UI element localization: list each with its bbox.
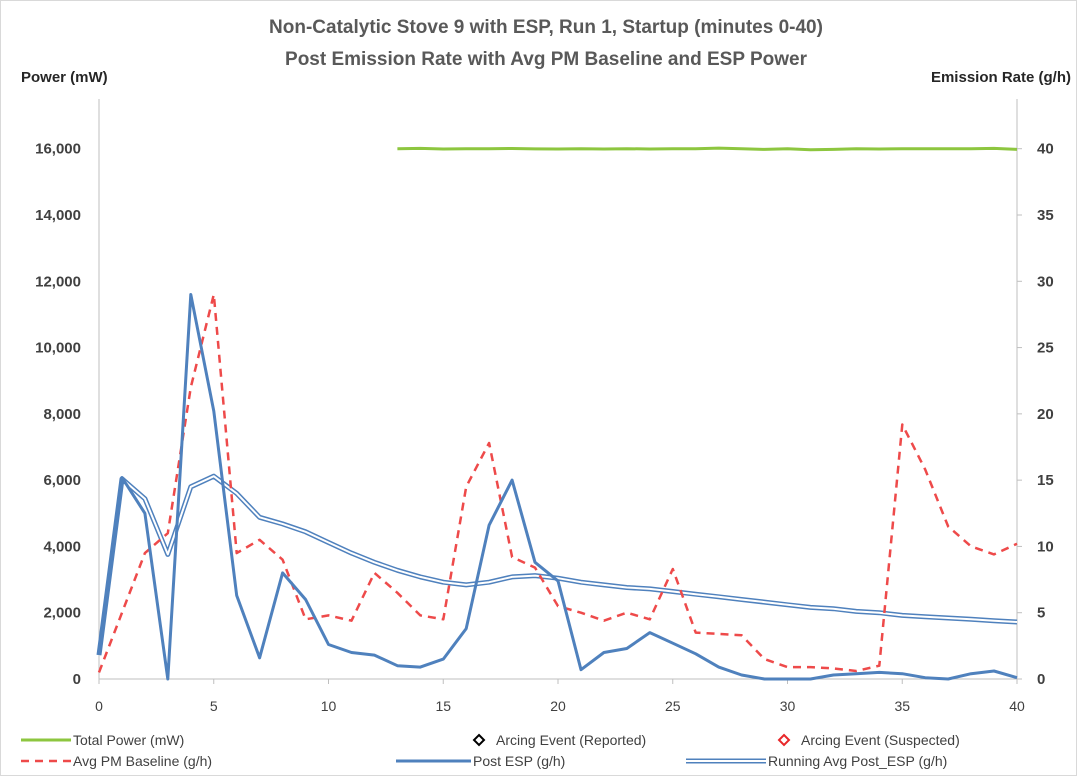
y-left-tick-label: 0 (73, 671, 81, 688)
y-left-tick-label: 8,000 (43, 406, 81, 423)
y-right-tick-label: 15 (1037, 472, 1054, 489)
legend-item-arcing-event-suspected: Arcing Event (Suspected) (777, 732, 960, 748)
x-tick-label: 35 (894, 698, 910, 714)
legend-diamond-marker (777, 733, 791, 747)
series-line-outer (96, 473, 1018, 656)
y-right-tick-label: 20 (1037, 406, 1054, 423)
legend: Total Power (mW) Arcing Event (Reported) A… (21, 732, 960, 769)
y-right-tick-label: 0 (1037, 671, 1045, 688)
y-left-tick-label: 6,000 (43, 472, 81, 489)
legend-label: Running Avg Post_ESP (g/h) (768, 753, 947, 769)
x-tick-label: 30 (780, 698, 796, 714)
ticks-layer: 0 5 10 15 20 25 30 35 40 0 2,000 4,000 6,000 8,000 10,… (35, 141, 1054, 714)
y-left-tick-label: 2,000 (43, 605, 81, 622)
series-layer (96, 146, 1018, 681)
chart-title: Non-Catalytic Stove 9 with ESP, Run 1, S… (269, 17, 823, 38)
series-line (397, 146, 1018, 152)
x-tick-label: 20 (550, 698, 566, 714)
legend-item-arcing-event-reported: Arcing Event (Reported) (472, 732, 646, 748)
y-right-tick-label: 35 (1037, 207, 1054, 224)
legend-label: Post ESP (g/h) (473, 753, 565, 769)
series-avg-pm-baseline-g-h (97, 293, 1018, 673)
x-tick-label: 5 (210, 698, 218, 714)
y-left-tick-label: 14,000 (35, 207, 81, 224)
y-right-tick-label: 40 (1037, 141, 1054, 158)
legend-item-post-esp-g-h: Post ESP (g/h) (396, 753, 565, 769)
x-tick-label: 15 (435, 698, 451, 714)
legend-label: Total Power (mW) (73, 732, 184, 748)
x-tick-label: 25 (665, 698, 681, 714)
legend-label: Arcing Event (Suspected) (801, 732, 960, 748)
y-left-tick-label: 10,000 (35, 340, 81, 357)
series-total-power-mw (397, 146, 1018, 152)
series-line (97, 293, 1018, 681)
chart-subtitle: Post Emission Rate with Avg PM Baseline … (285, 49, 808, 70)
y-right-axis-title: Emission Rate (g/h) (931, 69, 1071, 86)
y-left-tick-label: 16,000 (35, 141, 81, 158)
legend-diamond-marker (472, 733, 486, 747)
y-left-tick-label: 4,000 (43, 538, 81, 555)
y-right-tick-label: 10 (1037, 538, 1054, 555)
series-line (97, 293, 1018, 673)
y-left-axis-title: Power (mW) (21, 69, 108, 86)
x-tick-label: 10 (321, 698, 337, 714)
legend-item-running-avg-post-esp-g-h: Running Avg Post_ESP (g/h) (686, 753, 947, 769)
series-running-avg-post-esp-g-h (96, 473, 1018, 656)
y-right-tick-label: 25 (1037, 340, 1054, 357)
y-left-tick-label: 12,000 (35, 273, 81, 290)
series-post-esp-g-h (97, 293, 1018, 681)
legend-item-total-power-mw: Total Power (mW) (21, 732, 184, 748)
x-tick-label: 0 (95, 698, 103, 714)
y-right-tick-label: 5 (1037, 605, 1045, 622)
legend-label: Avg PM Baseline (g/h) (73, 753, 212, 769)
x-tick-label: 40 (1009, 698, 1025, 714)
series-line-inner (98, 475, 1018, 656)
legend-item-avg-pm-baseline-g-h: Avg PM Baseline (g/h) (21, 753, 212, 769)
y-right-tick-label: 30 (1037, 273, 1054, 290)
legend-label: Arcing Event (Reported) (496, 732, 646, 748)
